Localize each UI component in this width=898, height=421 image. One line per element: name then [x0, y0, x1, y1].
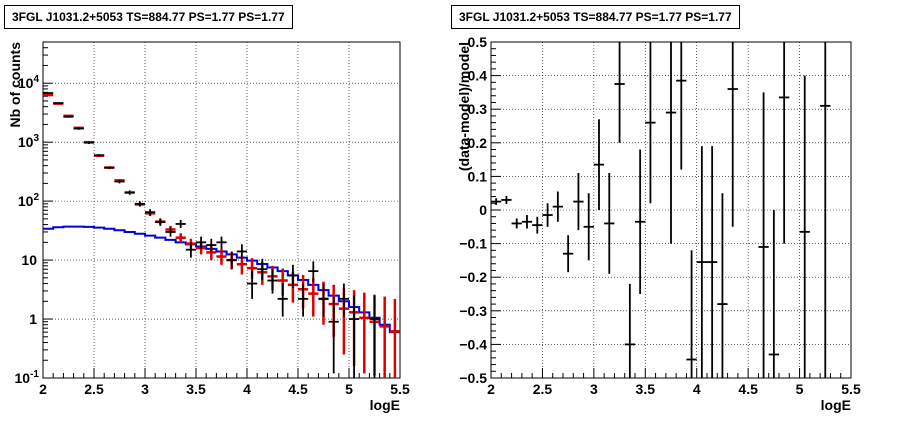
left-plot-title: 3FGL J1031.2+5053 TS=884.77 PS=1.77 PS=1…	[4, 5, 293, 29]
y-tick-label: 0	[479, 202, 487, 218]
y-tick-label: −0.1	[459, 236, 487, 252]
x-tick-label: 3.5	[636, 381, 656, 397]
x-tick-label: 3	[141, 381, 149, 397]
y-tick-label: 103	[18, 133, 40, 150]
x-tick-label: 3	[590, 381, 598, 397]
x-tick-label: 2.5	[533, 381, 553, 397]
x-axis-label: logE	[370, 397, 400, 413]
y-tick-label: 104	[18, 74, 40, 91]
y-tick-label: 0.1	[468, 168, 488, 184]
y-tick-label: −0.3	[459, 303, 487, 319]
y-tick-label: 10	[21, 252, 37, 268]
x-axis-label: logE	[821, 397, 851, 413]
y-tick-label: 0.2	[468, 135, 488, 151]
x-tick-label: 5.5	[841, 381, 861, 397]
x-tick-label: 4.5	[738, 381, 758, 397]
y-tick-label: 10-1	[15, 369, 40, 386]
x-tick-label: 2	[39, 381, 47, 397]
y-tick-label: 1	[29, 311, 37, 327]
y-tick-label: 0.3	[468, 101, 488, 117]
x-tick-label: 4	[693, 381, 701, 397]
y-tick-label: 102	[18, 192, 40, 209]
y-tick-label: 0.4	[468, 68, 488, 84]
y-tick-label: −0.4	[459, 336, 487, 352]
x-tick-label: 3.5	[186, 381, 206, 397]
x-tick-label: 5.5	[390, 381, 410, 397]
right-plot-title: 3FGL J1031.2+5053 TS=884.77 PS=1.77 PS=1…	[451, 5, 740, 29]
x-tick-label: 4	[243, 381, 251, 397]
y-tick-label: −0.2	[459, 269, 487, 285]
x-tick-label: 2	[487, 381, 495, 397]
y-axis-label: Nb of counts	[7, 42, 23, 128]
x-tick-label: 4.5	[288, 381, 308, 397]
y-axis-label: (data-model)/model	[456, 42, 472, 171]
plot-frame	[42, 41, 401, 379]
x-tick-label: 2.5	[84, 381, 104, 397]
x-tick-label: 5	[345, 381, 353, 397]
x-tick-label: 5	[796, 381, 804, 397]
y-tick-label: −0.5	[459, 370, 487, 386]
y-tick-label: 0.5	[468, 34, 488, 50]
